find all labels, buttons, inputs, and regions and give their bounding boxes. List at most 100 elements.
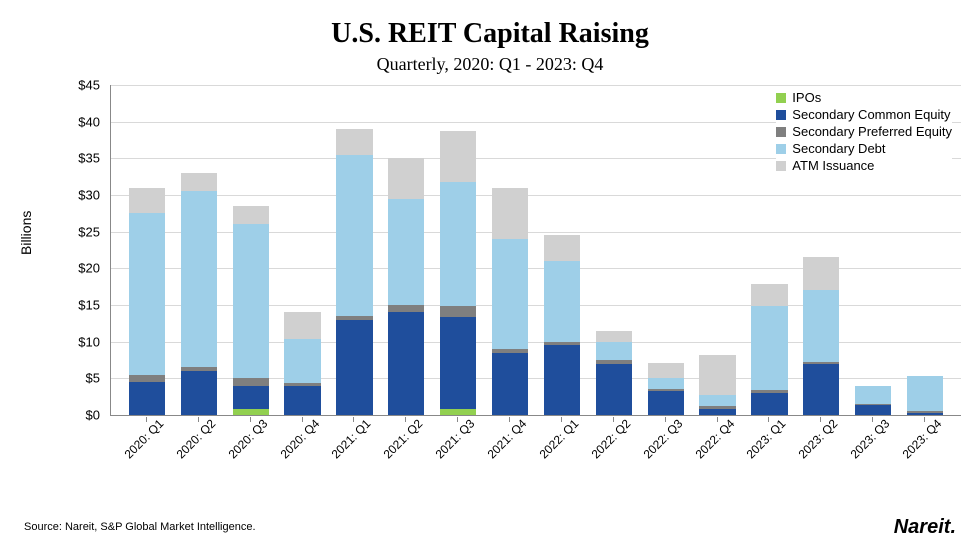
source-text: Source: Nareit, S&P Global Market Intell… bbox=[24, 521, 256, 533]
x-label-slot: 2021: Q2 bbox=[379, 417, 431, 497]
brand-logo: Nareit. bbox=[894, 516, 956, 539]
bar-slot bbox=[173, 85, 225, 415]
bar-segment-sec_debt bbox=[336, 155, 372, 316]
x-tick-label: 2021: Q3 bbox=[433, 417, 478, 462]
x-tick-mark bbox=[717, 417, 718, 422]
bar-segment-sec_debt bbox=[648, 378, 684, 389]
legend-item: Secondary Common Equity bbox=[776, 107, 952, 122]
bar-slot bbox=[536, 85, 588, 415]
stacked-bar bbox=[907, 376, 943, 415]
x-label-slot: 2020: Q4 bbox=[276, 417, 328, 497]
x-tick-label: 2022: Q2 bbox=[588, 417, 633, 462]
bar-slot bbox=[121, 85, 173, 415]
x-tick-label: 2020: Q2 bbox=[173, 417, 218, 462]
legend-item: IPOs bbox=[776, 90, 952, 105]
x-label-slot: 2023: Q2 bbox=[794, 417, 846, 497]
x-label-slot: 2020: Q3 bbox=[224, 417, 276, 497]
x-tick-label: 2020: Q4 bbox=[277, 417, 322, 462]
bar-segment-sec_debt bbox=[388, 199, 424, 305]
x-tick-label: 2022: Q1 bbox=[536, 417, 581, 462]
bar-segment-atm bbox=[388, 158, 424, 198]
chart-container: { "title": "U.S. REIT Capital Raising", … bbox=[0, 0, 980, 551]
legend-label: Secondary Common Equity bbox=[792, 107, 950, 122]
bar-slot bbox=[277, 85, 329, 415]
stacked-bar bbox=[233, 206, 269, 415]
legend-item: Secondary Debt bbox=[776, 141, 952, 156]
x-tick-mark bbox=[198, 417, 199, 422]
y-tick-label: $5 bbox=[86, 371, 100, 386]
stacked-bar bbox=[544, 235, 580, 415]
x-label-slot: 2023: Q4 bbox=[898, 417, 950, 497]
x-label-slot: 2021: Q1 bbox=[328, 417, 380, 497]
x-tick-label: 2022: Q4 bbox=[692, 417, 737, 462]
bar-slot bbox=[380, 85, 432, 415]
legend-label: IPOs bbox=[792, 90, 821, 105]
bar-slot bbox=[484, 85, 536, 415]
x-label-slot: 2022: Q3 bbox=[639, 417, 691, 497]
bar-segment-sec_pref bbox=[129, 375, 165, 382]
legend-swatch bbox=[776, 144, 786, 154]
bar-segment-atm bbox=[648, 363, 684, 378]
bar-slot bbox=[588, 85, 640, 415]
bar-slot bbox=[432, 85, 484, 415]
stacked-bar bbox=[181, 173, 217, 415]
bar-segment-sec_com bbox=[907, 413, 943, 415]
legend-item: ATM Issuance bbox=[776, 158, 952, 173]
bar-segment-atm bbox=[803, 257, 839, 290]
bar-segment-atm bbox=[129, 188, 165, 214]
y-tick-label: $30 bbox=[78, 188, 100, 203]
bar-segment-sec_debt bbox=[855, 386, 891, 404]
legend: IPOs Secondary Common Equity Secondary Pre… bbox=[776, 90, 952, 175]
legend-swatch bbox=[776, 110, 786, 120]
bar-segment-sec_debt bbox=[284, 339, 320, 383]
stacked-bar bbox=[440, 131, 476, 416]
y-axis-ticks: $0$5$10$15$20$25$30$35$40$45 bbox=[50, 85, 105, 415]
bar-segment-sec_com bbox=[751, 393, 787, 415]
y-tick-label: $10 bbox=[78, 334, 100, 349]
x-label-slot: 2020: Q1 bbox=[120, 417, 172, 497]
bar-segment-sec_debt bbox=[129, 213, 165, 374]
bar-segment-sec_pref bbox=[440, 306, 476, 317]
x-tick-mark bbox=[665, 417, 666, 422]
x-tick-mark bbox=[509, 417, 510, 422]
x-axis-labels: 2020: Q12020: Q22020: Q32020: Q42021: Q1… bbox=[110, 417, 960, 497]
bar-segment-atm bbox=[751, 284, 787, 306]
bar-segment-sec_debt bbox=[233, 224, 269, 378]
y-tick-label: $45 bbox=[78, 78, 100, 93]
x-tick-mark bbox=[924, 417, 925, 422]
x-tick-mark bbox=[872, 417, 873, 422]
x-tick-label: 2023: Q1 bbox=[744, 417, 789, 462]
bar-segment-atm bbox=[699, 355, 735, 395]
stacked-bar bbox=[492, 188, 528, 415]
legend-swatch bbox=[776, 161, 786, 171]
legend-label: Secondary Debt bbox=[792, 141, 885, 156]
bar-segment-sec_com bbox=[440, 317, 476, 409]
x-tick-label: 2023: Q4 bbox=[900, 417, 945, 462]
bar-segment-sec_com bbox=[284, 386, 320, 415]
x-tick-mark bbox=[613, 417, 614, 422]
bar-segment-sec_com bbox=[492, 353, 528, 415]
legend-swatch bbox=[776, 93, 786, 103]
bar-segment-atm bbox=[440, 131, 476, 182]
brand-dot: . bbox=[950, 516, 956, 538]
x-label-slot: 2020: Q2 bbox=[172, 417, 224, 497]
x-label-slot: 2022: Q2 bbox=[587, 417, 639, 497]
legend-item: Secondary Preferred Equity bbox=[776, 124, 952, 139]
legend-label: ATM Issuance bbox=[792, 158, 874, 173]
bar-segment-atm bbox=[492, 188, 528, 239]
brand-name: Nareit bbox=[894, 516, 951, 538]
bar-segment-sec_com bbox=[699, 409, 735, 415]
x-tick-label: 2021: Q4 bbox=[485, 417, 530, 462]
bar-segment-sec_debt bbox=[803, 290, 839, 362]
x-tick-label: 2023: Q3 bbox=[848, 417, 893, 462]
x-tick-label: 2021: Q2 bbox=[381, 417, 426, 462]
x-tick-mark bbox=[146, 417, 147, 422]
x-tick-label: 2020: Q3 bbox=[225, 417, 270, 462]
x-label-slot: 2022: Q1 bbox=[535, 417, 587, 497]
chart-subtitle: Quarterly, 2020: Q1 - 2023: Q4 bbox=[0, 54, 980, 75]
stacked-bar bbox=[751, 284, 787, 415]
bar-segment-sec_debt bbox=[544, 261, 580, 342]
stacked-bar bbox=[388, 158, 424, 415]
x-label-slot: 2023: Q3 bbox=[846, 417, 898, 497]
chart-title: U.S. REIT Capital Raising bbox=[0, 18, 980, 50]
